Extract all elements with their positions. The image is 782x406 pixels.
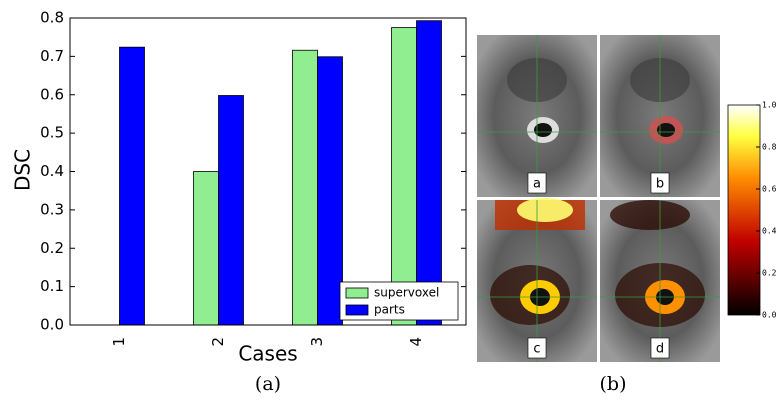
colorbar-tick-label: 0.2 [762,269,777,278]
y-tick-label: 0.0 [40,316,64,334]
colorbar-tick-label: 0.4 [762,227,777,236]
caption: (a) [255,373,281,395]
bar [119,46,145,326]
x-tick-label: 1 [110,337,128,347]
panel-label: c [533,342,540,357]
bar [193,171,219,326]
colorbar-tick-label: 1.0 [762,101,777,110]
y-tick-label: 0.1 [40,277,64,295]
legend-label: parts [374,303,405,317]
x-tick-label: 4 [407,337,425,347]
colorbar-tick-label: 0.6 [762,185,777,194]
image-grid [477,35,761,362]
anatomy [534,123,552,137]
legend-swatch [345,304,369,316]
panel-label: d [656,342,664,357]
bar [391,27,417,326]
plot-frame [69,17,467,326]
bar [317,56,343,326]
y-axis-title: DSC [11,149,35,191]
crosshair [477,35,720,362]
y-tick-label: 0.7 [40,47,64,65]
x-tick-label: 3 [308,337,326,347]
colorbar-tick-label: 0.0 [762,311,777,320]
y-tick-label: 0.4 [40,162,64,180]
bar [292,49,318,326]
x-tick-label: 2 [209,337,227,347]
heatmap [610,200,690,230]
panel-label-box [650,172,670,194]
panel-label-box [650,337,670,359]
x-axis-title: Cases [238,342,297,366]
y-tick-label: 0.8 [40,9,64,27]
colorbar-tick-label: 0.8 [762,143,777,152]
bar [218,95,244,326]
y-tick-label: 0.2 [40,239,64,257]
panel-label: b [656,177,664,192]
anatomy [657,123,675,137]
caption: (b) [600,373,627,395]
panel-label-box [527,172,547,194]
panel-label-box [527,337,547,359]
colorbar [727,104,761,316]
y-tick-label: 0.6 [40,85,64,103]
legend-label: supervoxel [374,286,439,300]
y-tick-label: 0.5 [40,124,64,142]
bar [416,20,442,326]
heatmap [517,198,573,222]
legend-swatch [345,287,369,299]
panel-label: a [533,177,541,192]
y-tick-label: 0.3 [40,200,64,218]
